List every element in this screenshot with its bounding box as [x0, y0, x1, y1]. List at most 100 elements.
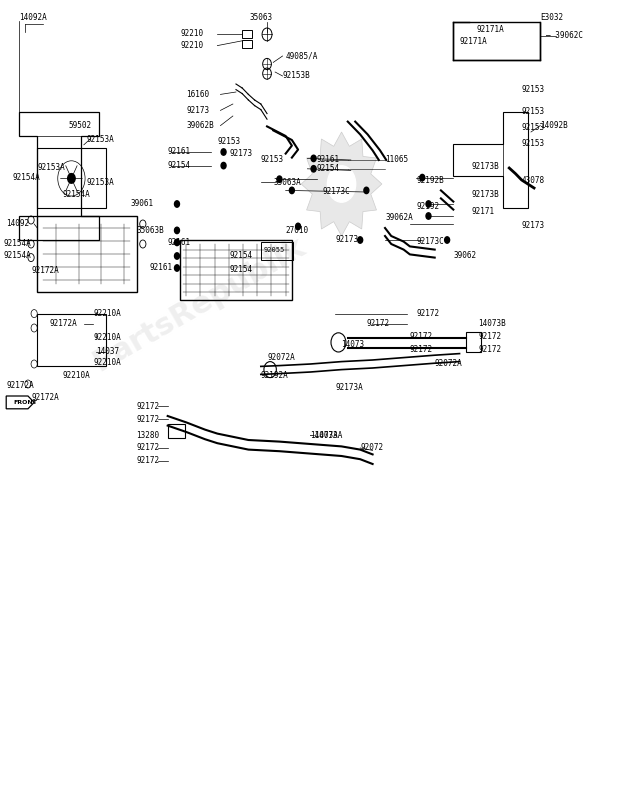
Text: 92161: 92161	[317, 155, 340, 165]
Text: 92153A: 92153A	[87, 178, 115, 187]
Text: 92154: 92154	[230, 265, 253, 274]
Text: 92172A: 92172A	[31, 393, 59, 402]
Circle shape	[426, 201, 431, 207]
Text: 92173: 92173	[522, 221, 545, 230]
Text: 92173C: 92173C	[416, 237, 444, 246]
Text: FRONT: FRONT	[14, 400, 37, 405]
Text: 11065: 11065	[385, 155, 408, 165]
Text: 92210A: 92210A	[93, 358, 121, 367]
Text: 92154A: 92154A	[62, 190, 90, 199]
Circle shape	[175, 265, 179, 271]
Text: 92173B: 92173B	[472, 162, 500, 171]
Text: 92153A: 92153A	[37, 163, 65, 173]
Text: 92153: 92153	[261, 155, 284, 165]
Text: 92210A: 92210A	[93, 333, 121, 342]
Text: 92161: 92161	[168, 238, 191, 247]
Text: 92210A: 92210A	[62, 371, 90, 381]
Text: 39061: 39061	[130, 199, 153, 209]
Text: 92172A: 92172A	[6, 381, 34, 390]
Text: 92153B: 92153B	[283, 71, 310, 81]
Text: 59502: 59502	[68, 121, 91, 130]
Text: 35063A: 35063A	[273, 178, 301, 187]
Text: 92172: 92172	[137, 402, 160, 411]
Text: 92171A: 92171A	[477, 25, 504, 34]
Text: 39062B: 39062B	[186, 121, 214, 130]
Text: — 39062C: — 39062C	[546, 31, 584, 41]
Circle shape	[445, 237, 450, 243]
Text: 92172A: 92172A	[50, 319, 78, 329]
Text: 92173: 92173	[230, 149, 253, 158]
Text: 92154: 92154	[317, 164, 340, 174]
Text: 92153: 92153	[217, 137, 240, 146]
Text: —14073A: —14073A	[310, 431, 343, 441]
Text: E3032: E3032	[540, 13, 563, 22]
Text: 92172: 92172	[416, 309, 439, 318]
Text: 92154: 92154	[168, 161, 191, 170]
Text: 39062: 39062	[453, 251, 476, 261]
Circle shape	[311, 166, 316, 172]
Circle shape	[221, 149, 226, 155]
Text: 49085/A: 49085/A	[286, 51, 318, 61]
Circle shape	[364, 187, 369, 194]
Text: 35063: 35063	[249, 13, 273, 22]
Text: 92161: 92161	[168, 147, 191, 157]
Text: 92173C: 92173C	[323, 187, 351, 197]
Text: 92154A: 92154A	[12, 173, 40, 182]
Text: 92072A: 92072A	[267, 353, 295, 362]
Circle shape	[289, 187, 294, 194]
Text: 13280: 13280	[137, 430, 160, 440]
Circle shape	[221, 162, 226, 169]
Circle shape	[358, 237, 363, 243]
Text: 92172: 92172	[366, 319, 389, 329]
Circle shape	[175, 253, 179, 259]
Text: 92171: 92171	[472, 207, 495, 217]
Circle shape	[311, 155, 316, 162]
Text: 92161: 92161	[149, 263, 172, 273]
Text: 92192: 92192	[416, 202, 439, 211]
Text: 92154A: 92154A	[3, 239, 31, 249]
Text: 92153: 92153	[522, 139, 545, 149]
Text: 92172: 92172	[410, 345, 433, 354]
Circle shape	[277, 176, 282, 182]
Text: 14037: 14037	[96, 347, 119, 357]
Text: 92192B: 92192B	[416, 176, 444, 186]
Circle shape	[175, 227, 179, 234]
Text: 92173: 92173	[186, 106, 209, 115]
Text: 92153: 92153	[522, 85, 545, 94]
Text: 27010: 27010	[286, 226, 309, 235]
Circle shape	[175, 239, 179, 246]
Text: 14073A: 14073A	[310, 430, 338, 440]
Circle shape	[426, 213, 431, 219]
Text: 92171A: 92171A	[460, 37, 487, 46]
Text: 92172: 92172	[478, 345, 501, 354]
Text: 43078: 43078	[522, 176, 545, 186]
Text: 92192A: 92192A	[261, 371, 289, 381]
Text: 14073B: 14073B	[478, 319, 506, 329]
Text: 92173B: 92173B	[472, 190, 500, 199]
Text: 92055: 92055	[264, 246, 285, 253]
Text: 92210: 92210	[180, 29, 203, 38]
Text: 16160: 16160	[186, 90, 209, 99]
Circle shape	[175, 201, 179, 207]
Text: 92172: 92172	[410, 331, 433, 341]
Text: 92154A: 92154A	[3, 251, 31, 261]
Circle shape	[327, 166, 356, 202]
Circle shape	[68, 174, 75, 183]
Circle shape	[296, 223, 301, 230]
Text: 92072: 92072	[360, 443, 383, 453]
Text: 92172: 92172	[137, 443, 160, 453]
Text: 92172: 92172	[478, 331, 501, 341]
Text: 92172: 92172	[137, 414, 160, 424]
Text: 92172A: 92172A	[31, 266, 59, 275]
Text: 14092B: 14092B	[540, 121, 568, 130]
Text: 92172: 92172	[137, 456, 160, 466]
Text: 92210A: 92210A	[93, 309, 121, 318]
Text: 39062A: 39062A	[385, 213, 413, 222]
Text: 92153A: 92153A	[87, 134, 115, 144]
Text: 92153: 92153	[522, 107, 545, 117]
Text: 92153: 92153	[522, 123, 545, 133]
Text: PartsRepublik: PartsRepublik	[88, 231, 310, 377]
Text: 92173: 92173	[335, 235, 358, 245]
Text: 92210: 92210	[180, 41, 203, 50]
Text: 92173A: 92173A	[335, 383, 363, 393]
